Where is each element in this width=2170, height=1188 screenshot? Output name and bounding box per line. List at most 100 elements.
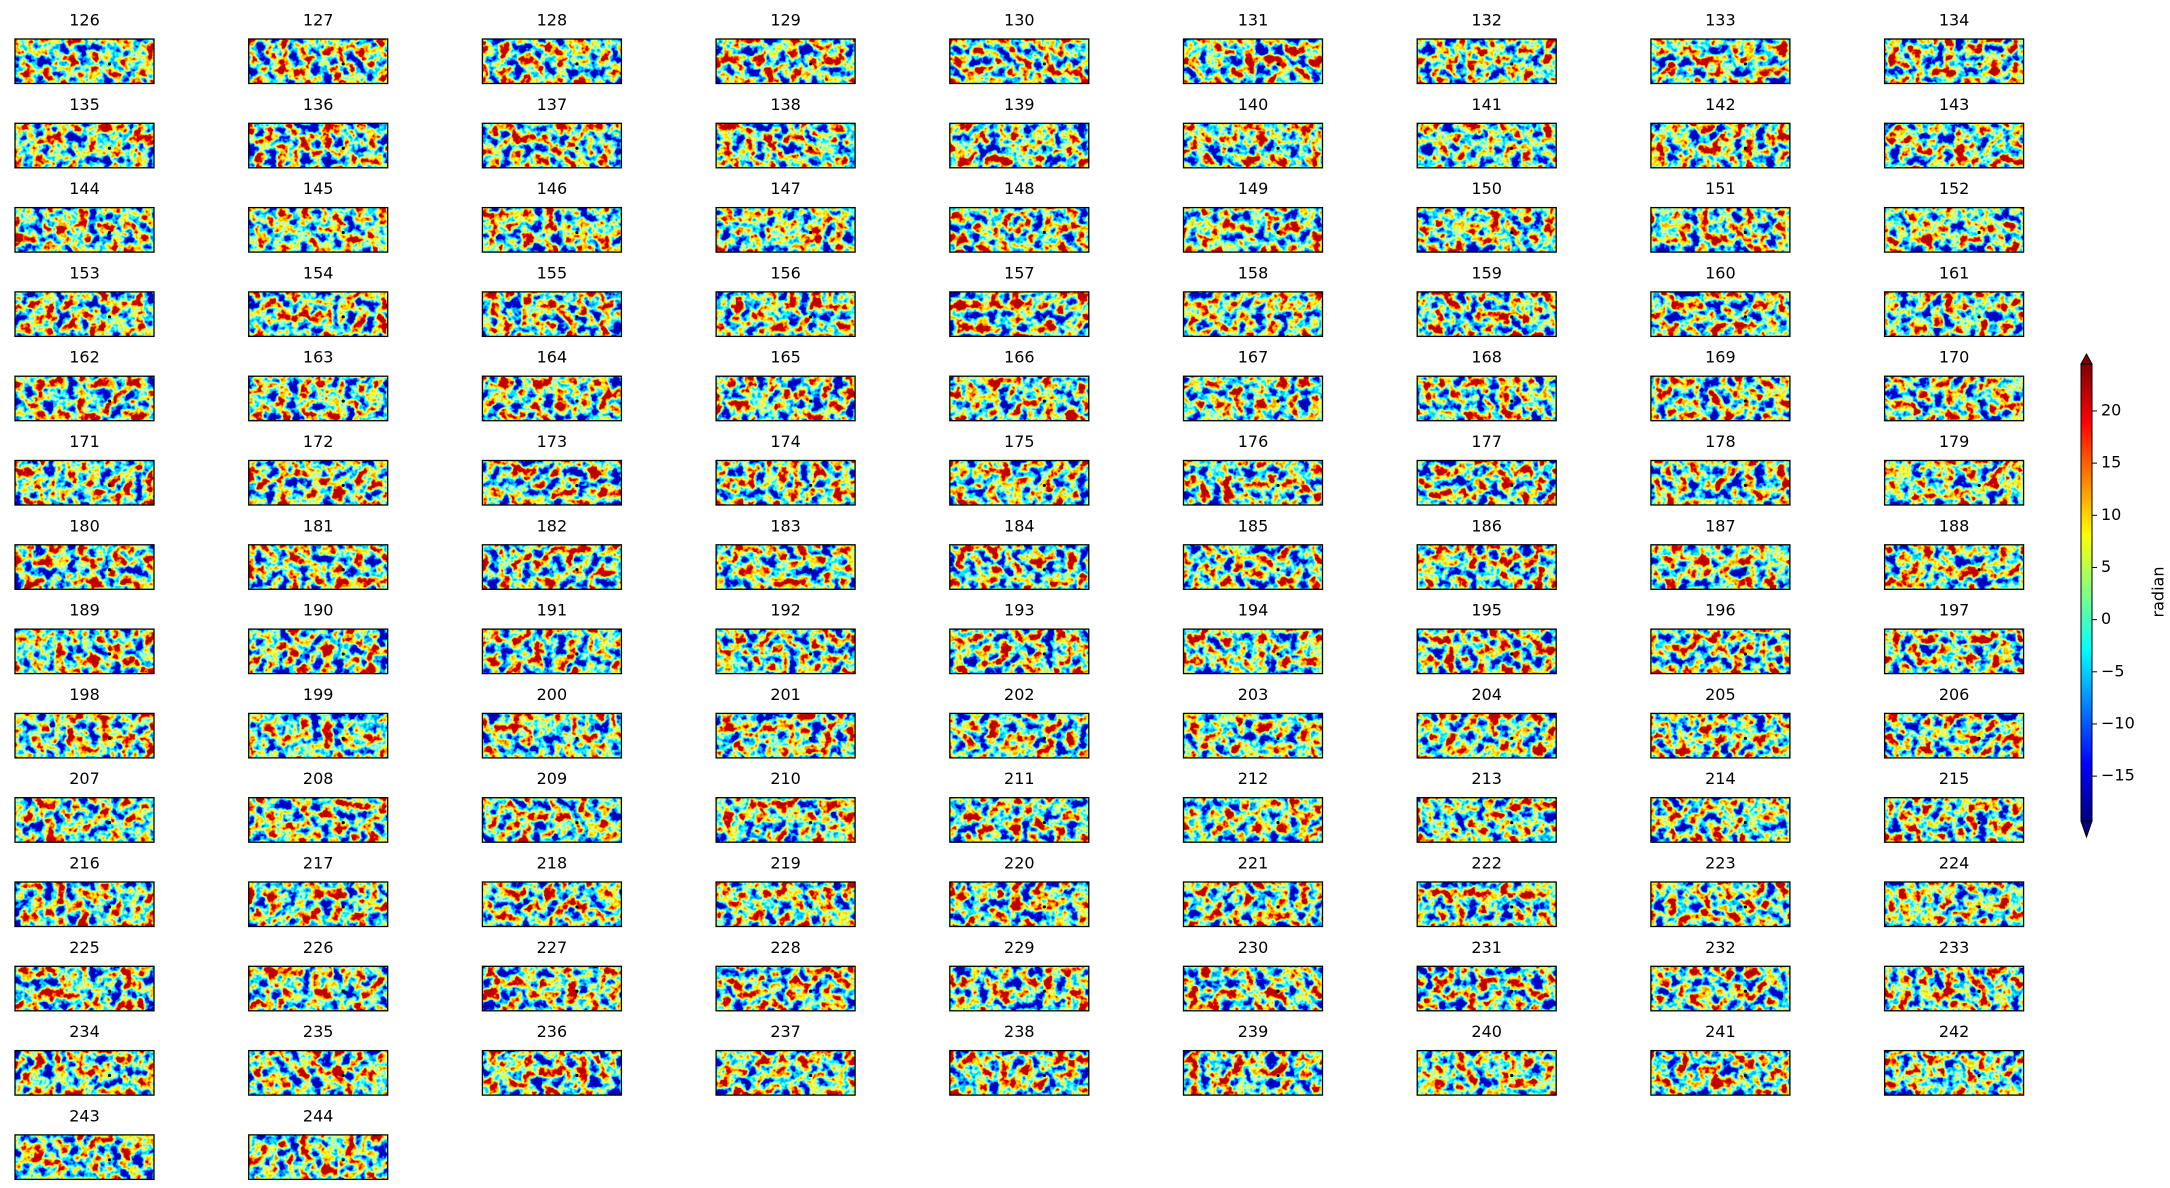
panel-frame: [1416, 628, 1557, 675]
reference-dot: [1276, 62, 1280, 66]
panel-frame: [248, 965, 389, 1012]
heatmap-panel: [1417, 797, 1557, 843]
reference-dot: [809, 315, 813, 319]
reference-dot: [1042, 989, 1046, 993]
panel-title: 188: [1939, 516, 1970, 535]
panel-frame: [481, 38, 623, 85]
panel-frame: [248, 291, 389, 338]
panel-title: 233: [1939, 938, 1970, 957]
reference-dot: [1042, 62, 1046, 66]
heatmap-panel: [1650, 376, 1790, 421]
heatmap-panel: [248, 123, 388, 168]
heatmap-panel: [1183, 123, 1323, 168]
panel-frame: [949, 544, 1090, 590]
panel-title: 143: [1939, 95, 1970, 114]
reference-dot: [575, 62, 579, 66]
reference-dot: [1977, 652, 1981, 656]
panel-frame: [1650, 965, 1791, 1012]
reference-dot: [1977, 230, 1981, 235]
reference-dot: [1977, 568, 1981, 572]
panel-title: 244: [303, 1106, 334, 1125]
heatmap-panel: [15, 882, 154, 927]
panel-frame: [1650, 38, 1791, 85]
reference-dot: [107, 315, 112, 319]
reference-dot: [1977, 399, 1981, 403]
panel-frame: [481, 544, 623, 590]
reference-dot: [1276, 568, 1280, 572]
heatmap-panel: [1650, 797, 1790, 843]
heatmap-panel: [1884, 629, 2024, 674]
heatmap-panel: [15, 797, 154, 843]
panel-title: 176: [1238, 432, 1269, 451]
heatmap-panel: [1884, 797, 2024, 843]
panel-frame: [1650, 628, 1791, 675]
reference-dot: [1977, 483, 1981, 488]
heatmap-panel: [1417, 460, 1557, 505]
heatmap-panel: [1417, 39, 1557, 84]
panel-title: 232: [1705, 938, 1736, 957]
panel-title: 208: [303, 769, 334, 788]
heatmap-panel: [1183, 629, 1323, 674]
heatmap-panel: [1650, 882, 1790, 927]
panel-frame: [248, 1134, 389, 1181]
panel-title: 238: [1004, 1022, 1035, 1041]
panel-frame: [1883, 712, 2025, 759]
panel-frame: [1883, 544, 2025, 590]
reference-dot: [1276, 315, 1280, 319]
panel-title: 221: [1238, 854, 1269, 873]
reference-dot: [1510, 483, 1514, 488]
panel-title: 235: [303, 1022, 334, 1041]
reference-dot: [107, 399, 112, 403]
heatmap-panel: [482, 629, 622, 674]
panel-title: 163: [303, 348, 334, 367]
panel-frame: [1883, 459, 2025, 506]
panel-frame: [949, 797, 1090, 843]
panel-frame: [715, 881, 856, 928]
panel-frame: [14, 38, 155, 85]
panel-frame: [1650, 206, 1791, 253]
panel-frame: [1182, 122, 1324, 169]
panel-title: 169: [1705, 348, 1736, 367]
reference-dot: [1042, 1073, 1046, 1078]
heatmap-panel: [15, 1134, 154, 1180]
panel-title: 187: [1705, 516, 1736, 535]
panel-frame: [949, 881, 1090, 928]
reference-dot: [1042, 483, 1046, 488]
panel-title: 198: [69, 685, 100, 704]
reference-dot: [1743, 62, 1748, 66]
heatmap-panel: [1183, 882, 1323, 927]
panel-title: 171: [69, 432, 100, 451]
reference-dot: [1510, 905, 1514, 909]
reference-dot: [809, 399, 813, 403]
heatmap-panel: [482, 882, 622, 927]
reference-dot: [1977, 821, 1981, 825]
panel-frame: [481, 206, 623, 253]
heatmap-panel: [248, 629, 388, 674]
panel-frame: [715, 797, 856, 843]
reference-dot: [1743, 989, 1748, 993]
panel-title: 130: [1004, 11, 1035, 30]
panel-frame: [1416, 965, 1557, 1012]
heatmap-panel: [15, 376, 154, 421]
reference-dot: [1510, 230, 1514, 235]
heatmap-panel: [716, 797, 856, 843]
panel-frame: [715, 375, 856, 422]
heatmap-panel: [15, 460, 154, 505]
reference-dot: [809, 989, 813, 993]
panel-title: 224: [1939, 854, 1970, 873]
reference-dot: [1276, 736, 1280, 740]
panel-title: 229: [1004, 938, 1035, 957]
reference-dot: [809, 568, 813, 572]
reference-dot: [107, 62, 112, 66]
reference-dot: [341, 568, 345, 572]
reference-dot: [1510, 568, 1514, 572]
reference-dot: [575, 652, 579, 656]
panel-frame: [481, 628, 623, 675]
reference-dot: [1743, 736, 1748, 740]
reference-dot: [1276, 989, 1280, 993]
panel-title: 202: [1004, 685, 1035, 704]
heatmap-panel: [1183, 1050, 1323, 1096]
panel-title: 194: [1238, 601, 1269, 620]
panel-frame: [481, 1049, 623, 1096]
panel-frame: [1182, 1049, 1324, 1096]
